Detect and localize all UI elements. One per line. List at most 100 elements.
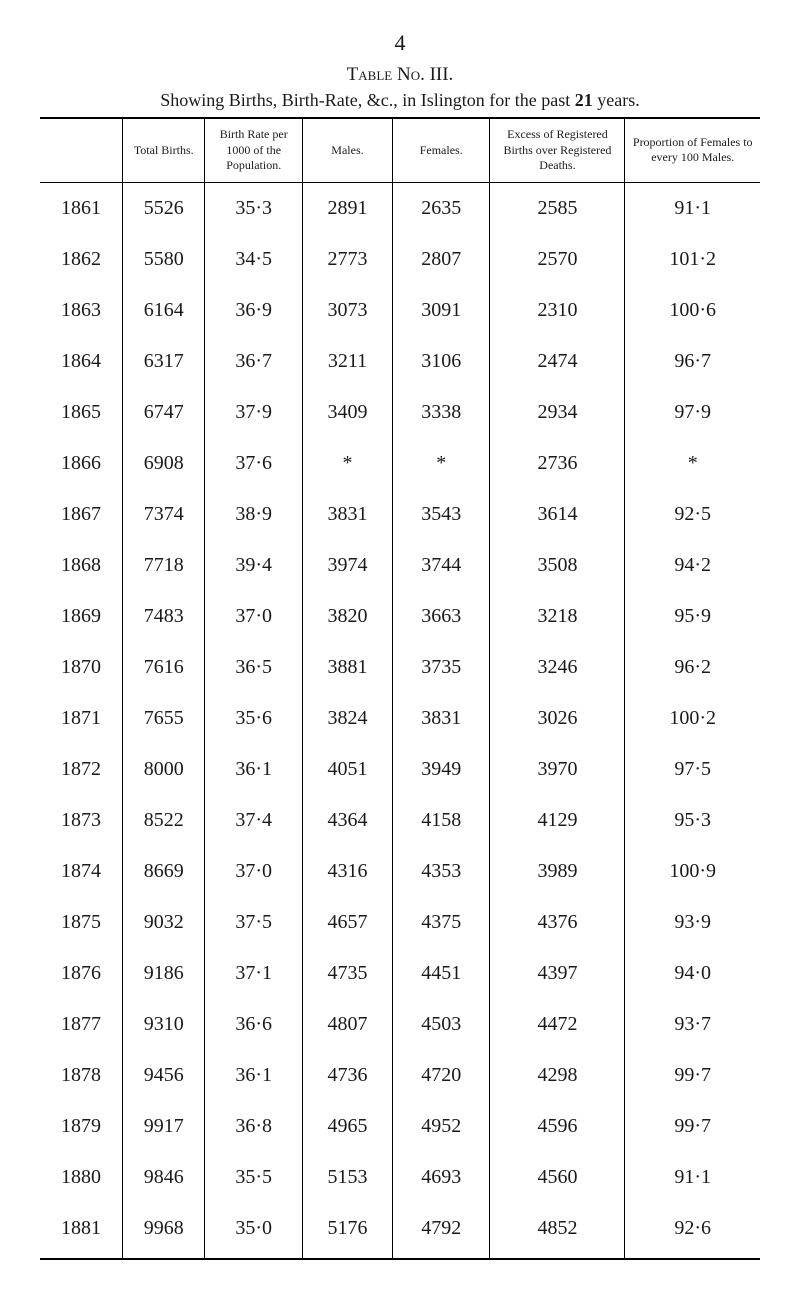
table-subtitle: Showing Births, Birth-Rate, &c., in Isli… xyxy=(40,90,760,111)
table-cell: 3338 xyxy=(392,387,490,438)
table-cell: 4720 xyxy=(392,1050,490,1101)
table-row: 1870761636·538813735324696·2 xyxy=(40,642,760,693)
table-cell: 6747 xyxy=(122,387,204,438)
table-row: 1872800036·140513949397097·5 xyxy=(40,744,760,795)
table-cell: 1876 xyxy=(40,948,122,999)
table-cell: 1873 xyxy=(40,795,122,846)
table-cell: 92·5 xyxy=(625,489,760,540)
table-cell: 3735 xyxy=(392,642,490,693)
table-cell: 2310 xyxy=(490,285,625,336)
table-cell: 9917 xyxy=(122,1101,204,1152)
table-cell: 4298 xyxy=(490,1050,625,1101)
table-cell: 95·9 xyxy=(625,591,760,642)
table-cell: 37·6 xyxy=(205,438,303,489)
table-cell: 3211 xyxy=(302,336,392,387)
table-row: 1861552635·328912635258591·1 xyxy=(40,182,760,234)
table-cell: 36·9 xyxy=(205,285,303,336)
table-cell: 3409 xyxy=(302,387,392,438)
table-cell: 9456 xyxy=(122,1050,204,1101)
table-cell: 3543 xyxy=(392,489,490,540)
table-row: 1866690837·6**2736* xyxy=(40,438,760,489)
table-cell: 3989 xyxy=(490,846,625,897)
table-row: 1876918637·147354451439794·0 xyxy=(40,948,760,999)
table-cell: 36·6 xyxy=(205,999,303,1050)
table-cell: 36·5 xyxy=(205,642,303,693)
table-cell: 3663 xyxy=(392,591,490,642)
table-cell: 6164 xyxy=(122,285,204,336)
table-cell: 37·9 xyxy=(205,387,303,438)
table-cell: 96·2 xyxy=(625,642,760,693)
table-cell: 37·1 xyxy=(205,948,303,999)
table-cell: 1870 xyxy=(40,642,122,693)
table-cell: 4316 xyxy=(302,846,392,897)
table-cell: 96·7 xyxy=(625,336,760,387)
table-cell: 91·1 xyxy=(625,182,760,234)
table-cell: 38·9 xyxy=(205,489,303,540)
table-cell: 100·6 xyxy=(625,285,760,336)
table-cell: * xyxy=(625,438,760,489)
table-cell: 4397 xyxy=(490,948,625,999)
table-cell: 4353 xyxy=(392,846,490,897)
table-cell: 6908 xyxy=(122,438,204,489)
births-table: Total Births. Birth Rate per 1000 of the… xyxy=(40,117,760,1260)
table-cell: 1879 xyxy=(40,1101,122,1152)
table-cell: 94·0 xyxy=(625,948,760,999)
table-row: 1868771839·439743744350894·2 xyxy=(40,540,760,591)
table-cell: 9032 xyxy=(122,897,204,948)
table-title: Table No. III. xyxy=(40,64,760,86)
table-cell: 9846 xyxy=(122,1152,204,1203)
table-cell: 94·2 xyxy=(625,540,760,591)
table-cell: 95·3 xyxy=(625,795,760,846)
table-cell: 5580 xyxy=(122,234,204,285)
table-cell: 3026 xyxy=(490,693,625,744)
table-row: 1877931036·648074503447293·7 xyxy=(40,999,760,1050)
table-cell: * xyxy=(302,438,392,489)
table-cell: 4792 xyxy=(392,1203,490,1259)
table-cell: 4451 xyxy=(392,948,490,999)
table-cell: 4503 xyxy=(392,999,490,1050)
header-proportion: Proportion of Females to every 100 Males… xyxy=(625,118,760,182)
table-cell: 97·9 xyxy=(625,387,760,438)
table-cell: 36·1 xyxy=(205,744,303,795)
table-cell: 3820 xyxy=(302,591,392,642)
table-cell: 93·9 xyxy=(625,897,760,948)
table-cell: 35·0 xyxy=(205,1203,303,1259)
table-row: 1871765535·6382438313026100·2 xyxy=(40,693,760,744)
table-row: 1874866937·0431643533989100·9 xyxy=(40,846,760,897)
table-cell: 1863 xyxy=(40,285,122,336)
table-cell: 97·5 xyxy=(625,744,760,795)
table-cell: 9186 xyxy=(122,948,204,999)
header-total-births: Total Births. xyxy=(122,118,204,182)
table-cell: 37·0 xyxy=(205,591,303,642)
table-cell: 2773 xyxy=(302,234,392,285)
table-cell: 2570 xyxy=(490,234,625,285)
header-excess: Excess of Registered Births over Registe… xyxy=(490,118,625,182)
table-cell: 3508 xyxy=(490,540,625,591)
table-row: 1865674737·934093338293497·9 xyxy=(40,387,760,438)
table-cell: 3949 xyxy=(392,744,490,795)
table-cell: 2807 xyxy=(392,234,490,285)
table-cell: 4735 xyxy=(302,948,392,999)
table-cell: 1877 xyxy=(40,999,122,1050)
table-cell: 4129 xyxy=(490,795,625,846)
header-year xyxy=(40,118,122,182)
table-cell: 8000 xyxy=(122,744,204,795)
table-cell: 1869 xyxy=(40,591,122,642)
table-cell: 1872 xyxy=(40,744,122,795)
table-row: 1867737438·938313543361492·5 xyxy=(40,489,760,540)
table-cell: 4965 xyxy=(302,1101,392,1152)
table-cell: 34·5 xyxy=(205,234,303,285)
table-cell: 2891 xyxy=(302,182,392,234)
table-cell: 4807 xyxy=(302,999,392,1050)
subtitle-suffix: years. xyxy=(593,90,640,110)
table-cell: 4657 xyxy=(302,897,392,948)
table-cell: 4852 xyxy=(490,1203,625,1259)
header-birth-rate: Birth Rate per 1000 of the Population. xyxy=(205,118,303,182)
table-row: 1875903237·546574375437693·9 xyxy=(40,897,760,948)
table-cell: 1866 xyxy=(40,438,122,489)
table-cell: 35·5 xyxy=(205,1152,303,1203)
table-cell: 2635 xyxy=(392,182,490,234)
table-cell: 3974 xyxy=(302,540,392,591)
table-cell: 8522 xyxy=(122,795,204,846)
table-cell: 1880 xyxy=(40,1152,122,1203)
